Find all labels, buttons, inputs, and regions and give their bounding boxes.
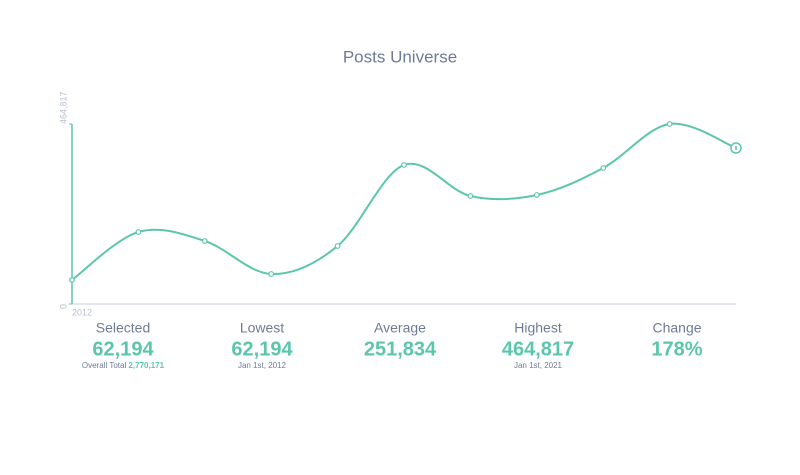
- stat-note: Jan 1st, 2021: [514, 361, 563, 370]
- stat-label: Average: [374, 320, 426, 336]
- stat-label: Selected: [96, 320, 150, 336]
- stat-value: 62,194: [231, 338, 293, 360]
- point: [135, 229, 142, 235]
- stat-note-text: Jan 1st, 2012: [238, 361, 287, 370]
- point: [467, 193, 474, 199]
- point: [201, 238, 208, 244]
- y-tick-label: 464,817: [58, 91, 68, 124]
- stat-label: Lowest: [240, 320, 284, 336]
- stat-note: Jan 1st, 2012: [238, 361, 287, 370]
- stat-note: Overall Total 2,770,171: [82, 361, 165, 370]
- point: [533, 192, 540, 198]
- y-tick-label: 0: [58, 304, 68, 309]
- point: [268, 271, 275, 277]
- stat-value: 178%: [651, 338, 702, 360]
- stat-value: 464,817: [502, 338, 574, 360]
- point: [666, 121, 673, 127]
- point: [600, 165, 607, 171]
- point: [334, 243, 341, 249]
- stat-note-value: 2,770,171: [128, 361, 164, 370]
- stat-note-text: Jan 1st, 2021: [514, 361, 563, 370]
- point: [401, 162, 407, 168]
- stat-note-text: Overall Total: [82, 361, 127, 370]
- stat-label: Change: [652, 320, 701, 336]
- x-tick-label: 2012: [72, 307, 92, 317]
- stat-value: 251,834: [364, 338, 437, 360]
- stat-value: 62,194: [92, 338, 154, 360]
- point: [69, 277, 75, 283]
- chart-title: Posts Universe: [343, 47, 457, 66]
- stat-label: Highest: [514, 320, 562, 336]
